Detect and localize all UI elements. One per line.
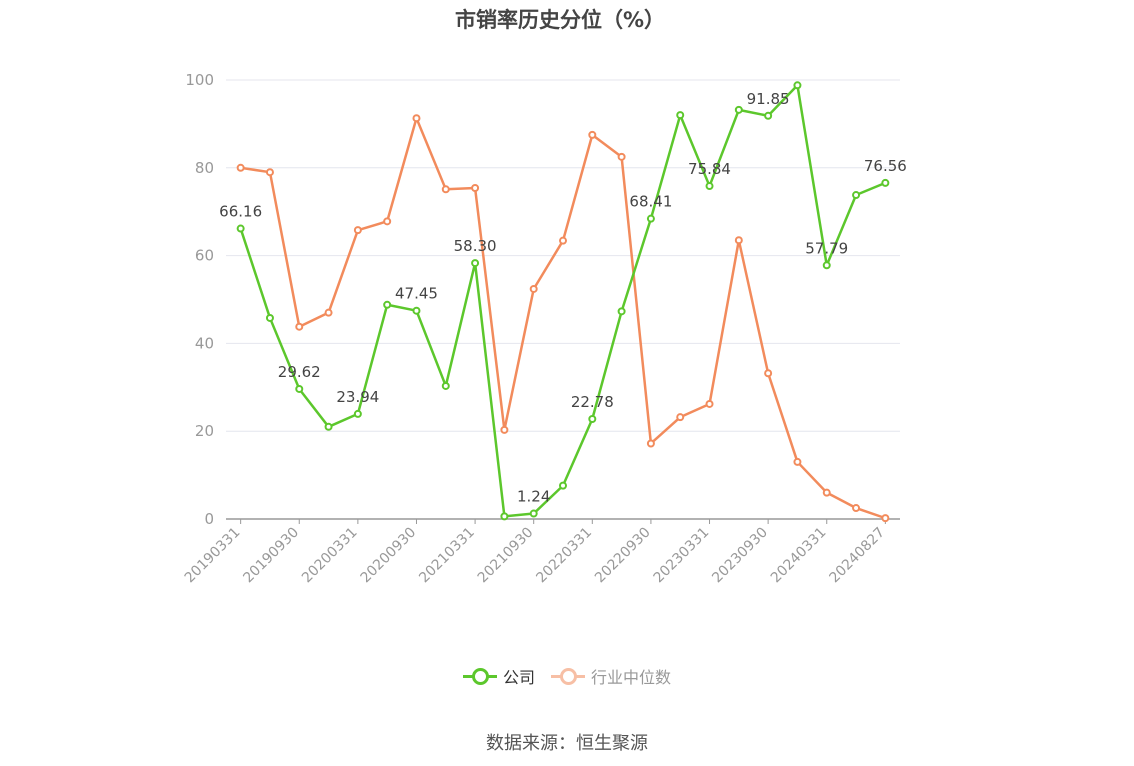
series-lines — [236, 81, 890, 523]
data-point — [734, 236, 743, 245]
data-point — [646, 214, 655, 223]
y-tick-label: 40 — [195, 334, 214, 352]
data-point — [617, 307, 626, 316]
legend: 公司 行业中位数 — [0, 664, 1134, 688]
data-point — [793, 81, 802, 90]
data-point — [412, 114, 421, 123]
data-point — [295, 322, 304, 331]
data-point — [324, 422, 333, 431]
data-point — [471, 259, 480, 268]
data-point — [559, 236, 567, 245]
legend-label-company: 公司 — [502, 668, 535, 687]
data-label: 47.45 — [395, 285, 438, 303]
x-tick-label: 20220930 — [592, 525, 654, 587]
axes: 0 20 40 60 80 100 2019033120190930202003312020… — [182, 71, 900, 586]
y-tick-label: 20 — [195, 422, 214, 440]
data-point — [265, 168, 274, 177]
data-label: 1.24 — [517, 488, 550, 506]
x-tick-label: 20230331 — [651, 525, 713, 587]
data-point — [471, 183, 480, 192]
x-tick-label: 20240331 — [768, 525, 830, 587]
data-label: 58.30 — [454, 237, 497, 255]
data-point — [822, 261, 831, 270]
x-tick-label: 20200930 — [358, 525, 420, 587]
series-line — [240, 116, 886, 520]
data-point — [676, 111, 685, 120]
data-label: 57.79 — [805, 239, 848, 257]
y-tick-label: 100 — [185, 71, 214, 89]
y-tick-label: 80 — [195, 159, 214, 177]
data-point — [236, 163, 245, 172]
data-point — [705, 182, 714, 191]
data-point — [764, 111, 773, 120]
data-point — [441, 185, 450, 194]
data-point — [588, 414, 597, 423]
data-label: 22.78 — [571, 393, 614, 411]
data-point — [852, 191, 861, 200]
data-point — [353, 409, 362, 418]
data-point — [500, 512, 509, 521]
data-label: 66.16 — [219, 203, 262, 221]
data-point — [822, 488, 831, 497]
data-label: 68.41 — [629, 193, 672, 211]
legend-item-company[interactable]: 公司 — [462, 664, 535, 688]
x-tick-label: 20240827 — [826, 525, 888, 587]
data-point — [559, 481, 567, 490]
legend-label-industry: 行业中位数 — [591, 668, 672, 687]
data-label: 75.84 — [688, 160, 731, 178]
series-line — [239, 84, 886, 518]
data-point — [881, 178, 890, 187]
y-tick-label: 0 — [204, 510, 214, 528]
x-tick-label: 20210930 — [475, 525, 537, 587]
legend-item-industry[interactable]: 行业中位数 — [551, 664, 671, 688]
data-point — [383, 300, 392, 309]
data-source: 数据来源：恒生聚源 — [486, 733, 648, 754]
legend-line-marker-icon — [462, 666, 497, 686]
x-tick-label: 20210331 — [416, 525, 478, 587]
x-tick-label: 20200331 — [299, 525, 361, 587]
data-point — [236, 224, 245, 233]
data-point — [529, 284, 538, 293]
data-label: 76.56 — [864, 157, 907, 175]
data-point — [441, 381, 450, 390]
data-point — [529, 509, 538, 518]
data-point — [383, 217, 392, 226]
data-point — [353, 226, 362, 235]
data-label: 23.94 — [336, 388, 379, 406]
data-point — [793, 457, 802, 466]
data-point — [295, 384, 304, 393]
x-tick-label: 20230930 — [709, 525, 771, 587]
data-point — [588, 130, 597, 139]
grid-lines — [226, 79, 900, 432]
data-label: 29.62 — [278, 363, 321, 381]
data-labels: 66.16 29.62 23.94 47.45 58.30 1.24 22.78 68.41 7… — [219, 90, 907, 506]
legend-line-marker-icon — [551, 666, 585, 686]
x-tick-label: 20190930 — [240, 525, 302, 587]
data-label: 91.85 — [747, 90, 790, 108]
y-tick-label: 60 — [195, 247, 214, 265]
data-point — [617, 152, 626, 161]
x-tick-label: 20220331 — [533, 525, 595, 587]
data-point — [705, 399, 714, 408]
data-point — [764, 369, 773, 378]
x-tick-label: 20190331 — [182, 525, 244, 587]
chart-title: 市销率历史分位（%） — [454, 8, 666, 32]
data-point — [676, 413, 685, 422]
data-point — [324, 308, 333, 317]
data-point — [265, 313, 274, 322]
data-point — [734, 105, 743, 114]
data-point — [646, 439, 655, 448]
data-point — [412, 306, 421, 315]
data-point — [881, 514, 890, 523]
data-point — [500, 425, 509, 434]
data-point — [852, 504, 861, 513]
